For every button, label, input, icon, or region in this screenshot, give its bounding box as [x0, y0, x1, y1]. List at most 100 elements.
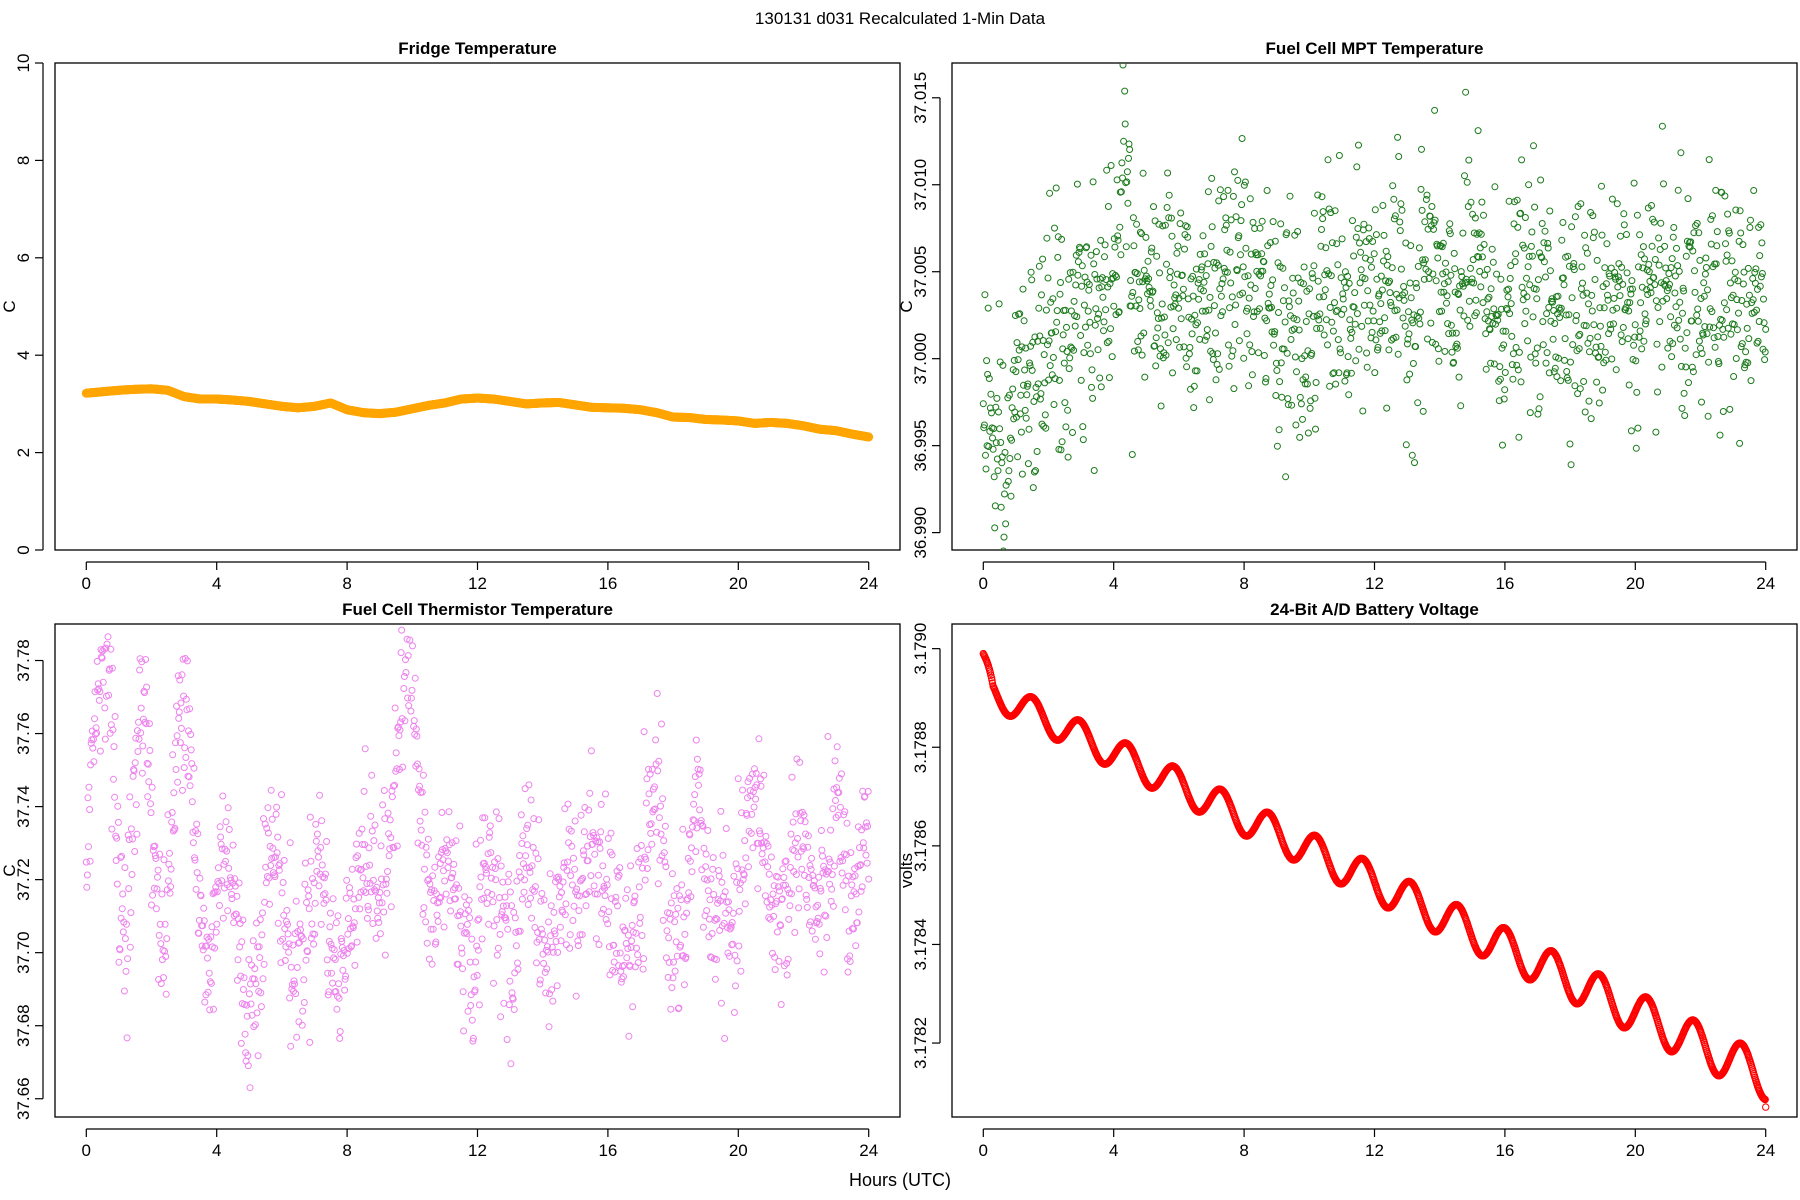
data-point-mpt [1183, 223, 1191, 231]
data-point-mpt [1182, 222, 1190, 230]
data-point-thermistor [771, 966, 779, 974]
plot-frame-fridge [54, 62, 901, 551]
data-point-thermistor [751, 765, 758, 773]
data-point-mpt [1101, 253, 1108, 261]
data-point-mpt [1475, 253, 1483, 261]
data-point-mpt [1483, 308, 1491, 316]
data-point-thermistor [820, 968, 828, 976]
data-point-thermistor [668, 984, 676, 992]
data-point-mpt [1130, 242, 1138, 250]
data-point-thermistor [611, 898, 619, 905]
data-point-thermistor [390, 844, 398, 852]
data-point-thermistor [698, 822, 706, 829]
data-point-thermistor [501, 893, 509, 901]
data-point-thermistor [303, 899, 310, 906]
data-point-mpt [1105, 374, 1113, 382]
data-point-mpt [1404, 335, 1412, 343]
data-point-mpt [1333, 240, 1341, 248]
data-point-thermistor [212, 928, 220, 936]
data-point-mpt [1530, 142, 1537, 150]
data-point-mpt [1551, 320, 1559, 327]
data-point-thermistor [709, 865, 717, 873]
data-point-thermistor [119, 890, 127, 898]
data-point-thermistor [717, 807, 725, 815]
data-point-mpt [1485, 293, 1493, 301]
data-point-mpt [1400, 283, 1408, 290]
data-point-mpt [1616, 292, 1624, 300]
data-point-thermistor [156, 920, 164, 928]
data-point-mpt [1224, 186, 1232, 194]
data-point-thermistor [200, 917, 208, 925]
data-point-thermistor [818, 846, 826, 854]
data-point-thermistor [387, 903, 395, 911]
data-point-thermistor [709, 854, 717, 862]
data-point-thermistor [488, 891, 496, 898]
data-point-thermistor [156, 850, 164, 858]
data-point-mpt [1647, 289, 1655, 297]
data-point-thermistor [486, 822, 494, 830]
data-point-mpt [1627, 427, 1635, 435]
data-point-fridge [864, 432, 874, 442]
data-point-mpt [1713, 228, 1721, 236]
data-point-thermistor [292, 990, 300, 998]
data-point-mpt [1423, 191, 1431, 199]
data-point-mpt [1335, 369, 1343, 377]
data-point-thermistor [92, 724, 100, 732]
data-point-thermistor [568, 881, 576, 889]
data-point-thermistor [372, 887, 380, 895]
data-point-mpt [1700, 279, 1708, 287]
data-point-thermistor [385, 830, 393, 838]
data-point-mpt [1038, 291, 1045, 299]
x-tick-label-battery: 24 [1756, 1141, 1775, 1160]
data-point-mpt [1231, 321, 1239, 328]
data-point-thermistor [564, 858, 571, 866]
data-point-thermistor [192, 885, 200, 893]
data-point-thermistor [213, 920, 221, 928]
data-point-mpt [1671, 289, 1679, 297]
data-point-thermistor [741, 900, 749, 908]
data-point-thermistor [580, 828, 588, 836]
data-point-mpt [1377, 272, 1385, 280]
data-point-thermistor [361, 841, 369, 849]
data-point-thermistor [407, 707, 415, 715]
data-point-thermistor [570, 902, 578, 910]
data-point-mpt [1528, 228, 1536, 236]
data-point-mpt [1627, 290, 1635, 298]
data-point-thermistor [115, 958, 123, 966]
data-point-mpt [1145, 283, 1153, 291]
data-point-thermistor [480, 894, 488, 902]
data-point-thermistor [386, 816, 394, 824]
data-point-mpt [1351, 320, 1359, 328]
data-point-thermistor [206, 978, 214, 986]
data-point-thermistor [404, 652, 412, 660]
data-point-thermistor [522, 852, 530, 860]
data-point-thermistor [390, 782, 397, 790]
data-point-mpt [1169, 369, 1176, 377]
data-point-battery [988, 679, 997, 687]
data-point-thermistor [163, 935, 171, 943]
data-point-thermistor [651, 805, 659, 813]
data-point-mpt [1692, 222, 1700, 230]
data-point-thermistor [840, 811, 848, 819]
data-point-mpt [1548, 297, 1555, 305]
data-point-thermistor [257, 1003, 265, 1011]
data-point-mpt [1535, 405, 1543, 413]
data-point-mpt [1226, 304, 1234, 312]
data-point-mpt [1631, 321, 1639, 329]
data-point-mpt [1165, 191, 1173, 199]
data-point-mpt [1279, 264, 1287, 272]
data-point-mpt [1727, 330, 1735, 338]
data-point-thermistor [299, 935, 307, 943]
data-point-thermistor [376, 889, 384, 896]
data-point-thermistor [108, 664, 116, 672]
data-point-mpt [1183, 363, 1191, 371]
data-point-mpt [1239, 289, 1247, 297]
data-point-mpt [1711, 343, 1719, 351]
data-point-thermistor [151, 852, 159, 860]
data-point-mpt [1407, 242, 1415, 250]
data-point-thermistor [225, 864, 233, 872]
data-point-mpt [1067, 307, 1075, 315]
data-point-mpt [1495, 397, 1503, 405]
data-point-mpt [1030, 468, 1038, 476]
